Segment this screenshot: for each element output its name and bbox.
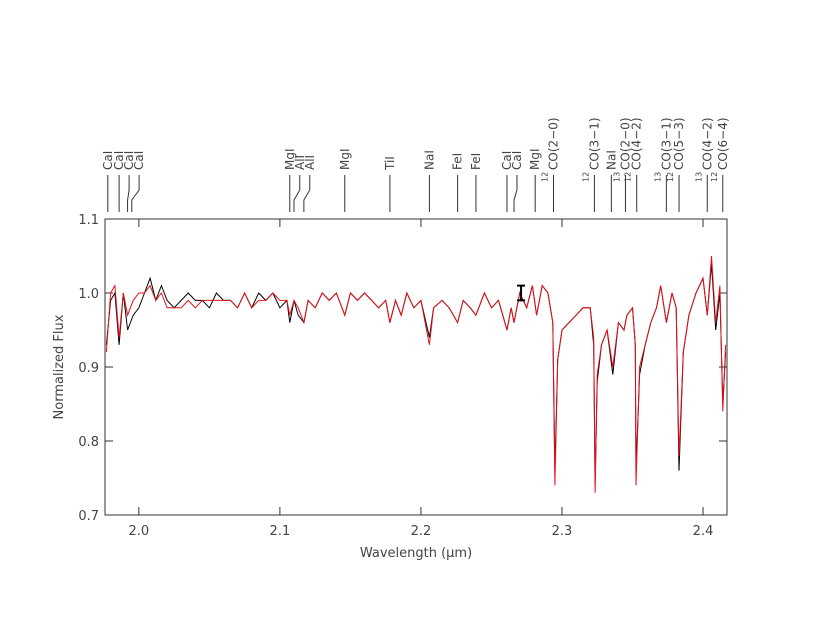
feature-isotope: 13 (612, 172, 621, 182)
x-tick-label: 2.2 (411, 524, 432, 539)
feature-leader (131, 175, 140, 212)
feature-label: AlI (303, 155, 317, 170)
feature-isotope: 12 (581, 172, 590, 182)
y-tick-label: 0.9 (78, 361, 99, 376)
feature-label: CaI (132, 151, 146, 170)
feature-label: CO(4−2) (700, 117, 714, 170)
x-axis-label: Wavelength (μm) (360, 546, 472, 561)
y-tick-label: 0.7 (78, 509, 99, 524)
x-tick-label: 2.4 (693, 524, 714, 539)
feature-label: CaI (112, 151, 126, 170)
feature-label: CO(6−4) (716, 117, 730, 170)
feature-label: CO(2−0) (618, 117, 632, 170)
y-axis-label: Normalized Flux (52, 314, 67, 419)
feature-label: NaI (422, 150, 436, 170)
x-tick-label: 2.1 (270, 524, 291, 539)
feature-leader (303, 175, 311, 212)
feature-leader (513, 175, 518, 212)
feature-isotope: 12 (624, 172, 633, 182)
feature-isotope: 12 (710, 172, 719, 182)
x-tick-label: 2.0 (129, 524, 150, 539)
feature-label: CO(3−1) (659, 117, 673, 170)
error-bar (517, 284, 526, 302)
feature-isotope: 12 (541, 172, 550, 182)
feature-leader (293, 175, 301, 212)
feature-label: CaI (510, 151, 524, 170)
feature-label: NaI (604, 150, 618, 170)
feature-label: MgI (528, 148, 542, 170)
feature-label: MgI (338, 148, 352, 170)
y-tick-label: 0.8 (78, 435, 99, 450)
y-tick-label: 1.1 (78, 213, 99, 228)
x-tick-label: 2.3 (552, 524, 573, 539)
feature-leader (127, 175, 130, 212)
spectrum-line (105, 263, 727, 486)
feature-label: FeI (451, 153, 465, 170)
feature-label: AlI (293, 155, 307, 170)
feature-label: CaI (101, 151, 115, 170)
feature-isotope: 13 (694, 172, 703, 182)
feature-label: TiI (383, 156, 397, 171)
feature-label: CO(3−1) (587, 117, 601, 170)
feature-label: CO(5−3) (672, 117, 686, 170)
feature-label: CaI (500, 151, 514, 170)
feature-isotope: 12 (666, 172, 675, 182)
plot-frame (104, 218, 728, 516)
feature-label: CO(2−0) (547, 117, 561, 170)
feature-label: CO(4−2) (630, 117, 644, 170)
feature-isotope: 13 (653, 172, 662, 182)
spectrum-line (105, 255, 727, 493)
y-tick-label: 1.0 (78, 287, 99, 302)
feature-label: CaI (122, 151, 136, 170)
feature-label: FeI (469, 153, 483, 170)
feature-label: MgI (283, 148, 297, 170)
